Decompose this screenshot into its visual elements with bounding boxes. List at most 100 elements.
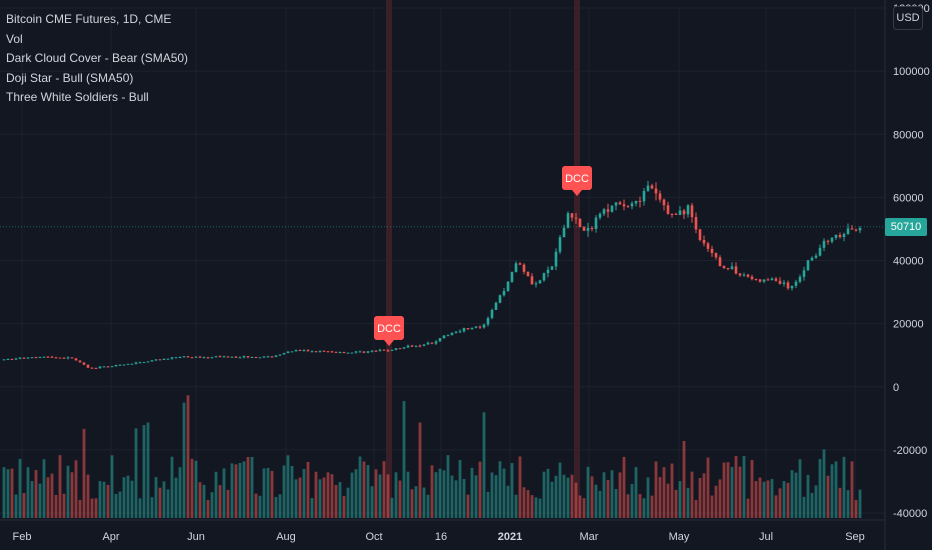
- volume-bar: [806, 474, 810, 518]
- candle-body: [274, 355, 278, 357]
- candle-body: [146, 361, 150, 363]
- candle-body: [246, 356, 250, 358]
- volume-bar: [722, 462, 726, 518]
- x-tick-label: Oct: [365, 531, 382, 543]
- volume-bar: [146, 422, 150, 518]
- candle-body: [254, 356, 258, 358]
- volume-bar: [794, 472, 798, 518]
- candle-body: [50, 356, 54, 358]
- volume-bar: [614, 489, 618, 518]
- candle-body: [94, 367, 98, 369]
- volume-bar: [186, 395, 190, 518]
- symbol-title[interactable]: Bitcoin CME Futures, 1D, CME: [6, 12, 172, 26]
- volume-bar: [370, 486, 374, 518]
- candle-body: [238, 357, 242, 359]
- time-axis[interactable]: Feb Apr Jun Aug Oct 16 2021 Mar May Jul Sep: [0, 519, 885, 543]
- volume-bar: [670, 463, 674, 518]
- volume-bar: [554, 475, 558, 518]
- candle-body: [846, 228, 850, 234]
- volume-bar: [674, 489, 678, 518]
- legend-dark-cloud-cover[interactable]: Dark Cloud Cover - Bear (SMA50): [6, 51, 189, 65]
- x-tick-label: Jun: [187, 531, 205, 543]
- volume-bar: [214, 471, 218, 518]
- candle-body: [778, 280, 782, 284]
- candle-body: [790, 285, 794, 289]
- candle-body: [830, 237, 834, 242]
- volume-bar: [750, 460, 754, 518]
- candle-body: [114, 364, 118, 367]
- candle-body: [302, 350, 306, 352]
- x-tick-label: 16: [435, 531, 447, 543]
- candle-body: [418, 345, 422, 347]
- gridlines: [0, 7, 885, 518]
- volume-bar: [42, 459, 46, 518]
- volume-bar: [818, 459, 822, 518]
- y-tick-label: 0: [893, 382, 899, 394]
- candle-body: [842, 233, 846, 238]
- candle-body: [850, 228, 854, 230]
- currency-button[interactable]: USD: [893, 6, 923, 30]
- y-tick-label: -20000: [893, 445, 927, 457]
- volume-bar: [858, 489, 862, 518]
- candle-body: [78, 360, 82, 363]
- candle-body: [742, 274, 746, 276]
- pattern-band: [574, 0, 580, 518]
- volume-bar: [774, 495, 778, 518]
- legend-volume[interactable]: Vol: [6, 31, 23, 46]
- candle-body: [86, 364, 90, 368]
- candle-body: [594, 217, 598, 229]
- candle-body: [602, 209, 606, 214]
- candle-body: [70, 357, 74, 359]
- volume-bar: [270, 470, 274, 518]
- volume-bar: [694, 499, 698, 518]
- dcc-marker-pointer: [384, 340, 394, 346]
- volume-bar: [706, 457, 710, 518]
- volume-bar: [838, 487, 842, 518]
- x-tick-label: May: [669, 531, 690, 543]
- candle-body: [570, 213, 574, 218]
- dcc-marker-box[interactable]: [374, 316, 404, 340]
- candle-body: [158, 359, 162, 361]
- volume-bar: [810, 492, 814, 518]
- x-tick-label: Apr: [102, 531, 119, 543]
- volume-bar: [82, 428, 86, 518]
- volume-bar: [506, 485, 510, 518]
- dcc-marker-box[interactable]: [562, 166, 592, 190]
- volume-bar: [766, 480, 770, 518]
- volume-bar: [574, 482, 578, 518]
- volume-bar: [174, 477, 178, 518]
- candle-body: [526, 271, 530, 277]
- legend-three-white-soldiers[interactable]: Three White Soldiers - Bull: [6, 90, 149, 104]
- volume-bar: [798, 459, 802, 518]
- volume-bar: [398, 480, 402, 518]
- volume-bar: [338, 482, 342, 518]
- candle-body: [530, 276, 534, 285]
- candle-body: [654, 188, 658, 194]
- volume-bar: [286, 455, 290, 518]
- volume-bar: [718, 479, 722, 518]
- volume-bar: [850, 461, 854, 518]
- volume-bar: [826, 475, 830, 518]
- volume-bar: [378, 474, 382, 518]
- volume-bar: [414, 486, 418, 518]
- volume-bar: [90, 498, 94, 518]
- candle-body: [434, 341, 438, 344]
- candle-body: [182, 356, 186, 358]
- volume-bar: [454, 480, 458, 518]
- volume-bar: [418, 422, 422, 518]
- legend-doji-star[interactable]: Doji Star - Bull (SMA50): [6, 70, 134, 85]
- volume-bar: [746, 498, 750, 518]
- pattern-markers: DCC DCC: [374, 166, 592, 346]
- candle-body: [726, 268, 730, 270]
- volume-bar: [314, 471, 318, 518]
- volume-bar: [702, 473, 706, 518]
- price-axis[interactable]: 120000100000800006000040000200000-20000-…: [884, 0, 930, 550]
- volume-bar: [122, 477, 126, 518]
- candle-body: [82, 362, 86, 365]
- volume-bar: [390, 497, 394, 518]
- volume-bar: [846, 490, 850, 518]
- candle-body: [522, 264, 526, 272]
- volume-bar: [178, 467, 182, 518]
- candle-body: [218, 356, 222, 358]
